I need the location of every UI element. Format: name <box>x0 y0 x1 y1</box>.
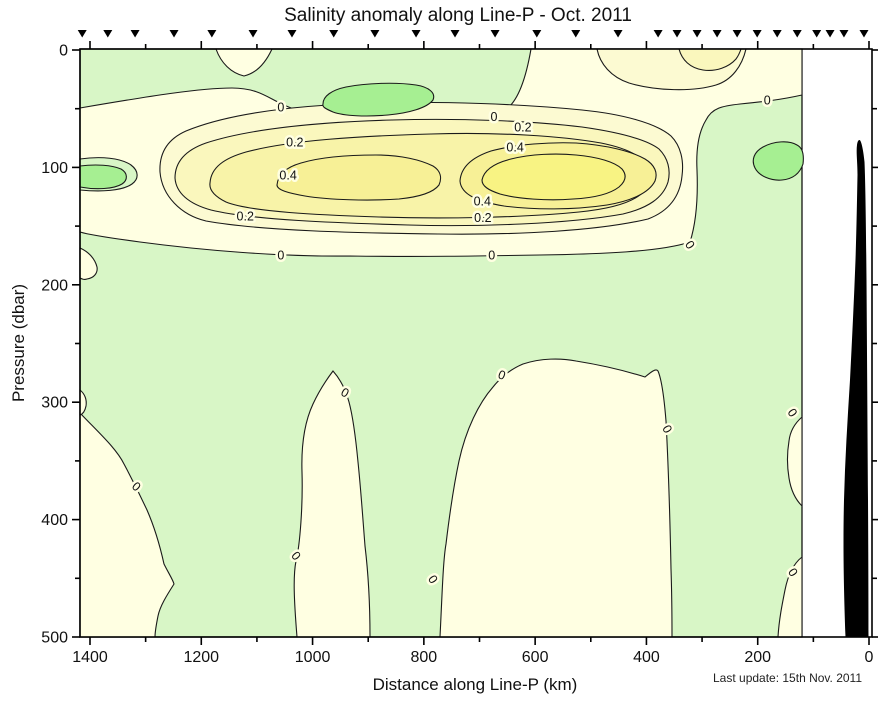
chart-title: Salinity anomaly along Line-P - Oct. 201… <box>284 5 632 26</box>
station-marker-triangle <box>169 30 179 38</box>
x-tick-label: 1000 <box>295 649 331 666</box>
contour-label: 0.4 <box>279 169 296 183</box>
station-marker-triangle <box>532 30 542 38</box>
station-marker-triangle <box>672 30 682 38</box>
contour-region-0p4-west-lobe <box>276 154 442 201</box>
x-tick-label: 0 <box>865 649 874 666</box>
y-tick-label: 400 <box>41 512 68 529</box>
last-update-note: Last update: 15th Nov. 2011 <box>713 671 862 685</box>
contour-label: 0 <box>277 101 284 115</box>
contour-region-right-edge-wedge <box>786 415 803 508</box>
station-marker-triangle <box>613 30 623 38</box>
x-tick-label: 600 <box>522 649 549 666</box>
station-marker-triangle <box>792 30 802 38</box>
contour-label: 0.2 <box>286 136 303 150</box>
contour-region-center-column <box>293 370 371 638</box>
contour-label: 0.2 <box>474 211 491 225</box>
contour-region-leftedge-green-core <box>79 164 127 190</box>
station-marker-triangle <box>248 30 258 38</box>
x-tick-label: 200 <box>744 649 771 666</box>
station-marker-triangle <box>77 30 87 38</box>
contour-region-left-edge-bump <box>79 388 87 416</box>
station-marker-triangle <box>287 30 297 38</box>
contour-region-right-corner-wedge <box>777 555 803 638</box>
contour-region-upper-green-blob <box>322 82 435 117</box>
y-tick-label: 300 <box>41 395 68 412</box>
contour-label: 0 <box>490 110 497 124</box>
contour-region-0p2-toppatch <box>678 48 742 71</box>
station-marker-triangle <box>411 30 421 38</box>
contour-region-top-dip <box>215 48 273 77</box>
station-marker-triangle <box>130 30 140 38</box>
bathymetry-land-mask <box>843 139 869 638</box>
contour-label: 0.2 <box>237 210 254 224</box>
y-tick-label: 200 <box>41 277 68 294</box>
x-tick-label: 1400 <box>72 649 108 666</box>
station-marker-triangle <box>653 30 663 38</box>
station-marker-triangle <box>825 30 835 38</box>
station-marker-triangle <box>752 30 762 38</box>
contour-label: 0.2 <box>514 120 531 134</box>
station-marker-triangle <box>571 30 581 38</box>
x-tick-label: 1200 <box>183 649 219 666</box>
station-marker-triangle <box>692 30 702 38</box>
station-marker-triangle <box>450 30 460 38</box>
station-marker-triangle <box>772 30 782 38</box>
contour-region-0p5-core <box>481 153 626 201</box>
x-axis-label: Distance along Line-P (km) <box>373 675 578 694</box>
station-marker-triangle <box>370 30 380 38</box>
contour-field <box>79 48 804 638</box>
contour-region-lowerleft-cream <box>79 411 175 638</box>
axis-tick-labels: 1400 1200 1000 800 600 400 200 0 0 100 200 300 400 50… <box>41 43 873 667</box>
station-marker-triangle <box>490 30 500 38</box>
station-marker-triangle <box>839 30 849 38</box>
station-markers <box>77 30 869 38</box>
contour-region-right-green-blob <box>752 141 804 181</box>
contour-label: 0.4 <box>474 194 491 208</box>
y-tick-label: 500 <box>41 630 68 647</box>
y-axis-label: Pressure (dbar) <box>9 284 28 402</box>
station-marker-triangle <box>812 30 822 38</box>
contour-region-deep-dome <box>439 358 673 638</box>
axis-ticks <box>72 41 878 645</box>
x-tick-label: 800 <box>411 649 438 666</box>
y-tick-label: 0 <box>59 43 68 60</box>
contour-label: 0 <box>764 93 771 107</box>
x-tick-label: 400 <box>633 649 660 666</box>
station-marker-triangle <box>712 30 722 38</box>
contour-label: 0 <box>277 248 284 262</box>
station-marker-triangle <box>207 30 217 38</box>
station-marker-triangle <box>103 30 113 38</box>
station-marker-triangle <box>329 30 339 38</box>
station-marker-triangle <box>859 30 869 38</box>
contour-label: 0 <box>488 248 495 262</box>
contour-region-left-edge-pocket <box>79 247 98 280</box>
contour-label: 0.4 <box>506 140 523 154</box>
y-tick-label: 100 <box>41 160 68 177</box>
station-marker-triangle <box>732 30 742 38</box>
